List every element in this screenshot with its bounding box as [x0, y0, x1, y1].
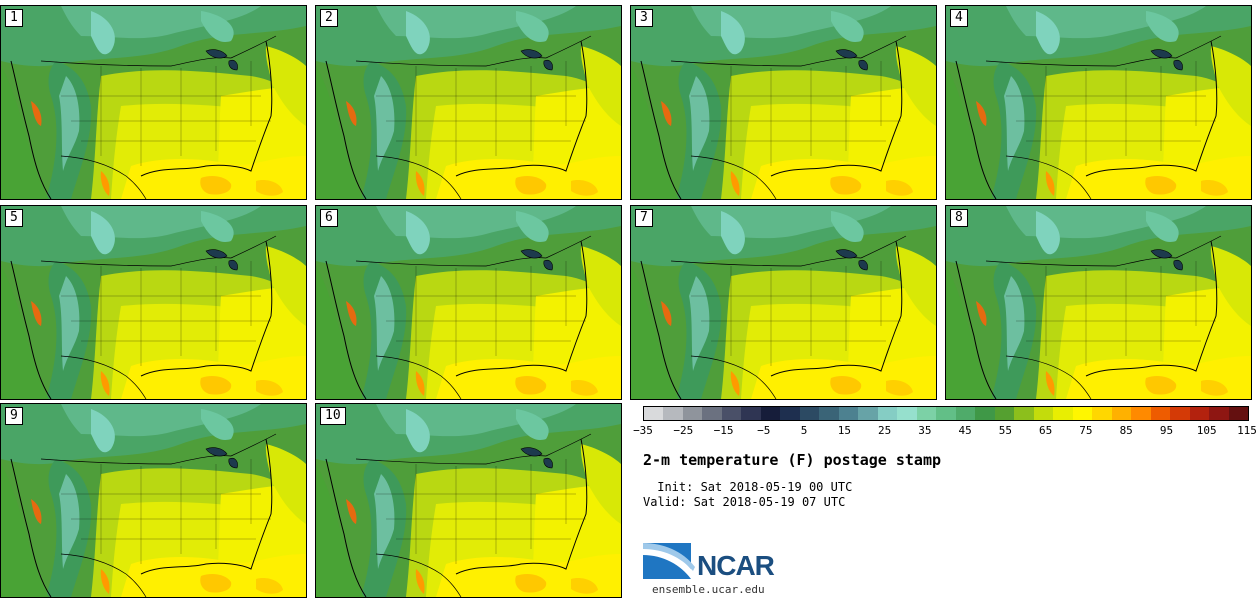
colorbar-swatch	[819, 407, 839, 420]
colorbar-swatch	[1072, 407, 1093, 420]
member-panel-9[interactable]: 9	[0, 403, 307, 598]
site-url[interactable]: ensemble.ucar.edu	[652, 583, 765, 596]
colorbar-tick-label: 55	[998, 424, 1013, 437]
colorbar-tick-label: −35	[633, 424, 653, 437]
colorbar-tick-label: 25	[877, 424, 892, 437]
member-panel-4[interactable]: 4	[945, 5, 1252, 200]
map-icon	[316, 404, 621, 597]
map-icon	[316, 6, 621, 199]
colorbar-swatch	[682, 407, 703, 420]
member-label: 9	[5, 407, 23, 425]
member-label: 4	[950, 9, 968, 27]
colorbar	[643, 406, 1249, 421]
colorbar-tick-label: 75	[1079, 424, 1093, 437]
colorbar-swatch	[1150, 407, 1171, 420]
colorbar-swatch	[741, 407, 761, 420]
member-label: 2	[320, 9, 338, 27]
colorbar-tick-label: 115	[1237, 424, 1257, 437]
colorbar-swatch	[916, 407, 937, 420]
init-time: Init: Sat 2018-05-19 00 UTC	[650, 480, 853, 494]
colorbar-tick-label: 95	[1159, 424, 1174, 437]
colorbar-swatch	[1111, 407, 1132, 420]
map-icon	[316, 206, 621, 399]
colorbar-swatch	[663, 407, 683, 420]
member-label: 8	[950, 209, 968, 227]
colorbar-swatch	[975, 407, 995, 420]
map-icon	[946, 206, 1251, 399]
member-label: 5	[5, 209, 23, 227]
colorbar-swatch	[838, 407, 859, 420]
map-icon	[631, 206, 936, 399]
member-label: 6	[320, 209, 338, 227]
colorbar-swatch	[936, 407, 956, 420]
ncar-logo-icon	[643, 543, 695, 579]
colorbar-swatch	[1209, 407, 1229, 420]
colorbar-swatch	[1014, 407, 1034, 420]
colorbar-swatch	[1228, 407, 1249, 420]
colorbar-swatch	[858, 407, 878, 420]
colorbar-swatch	[799, 407, 820, 420]
member-label: 3	[635, 9, 653, 27]
colorbar-swatch	[1053, 407, 1073, 420]
colorbar-swatch	[1189, 407, 1210, 420]
colorbar-ticks: −35 −25 −15 −5 5 15 25 35 45 55 65 75 85 95 105 115	[633, 424, 1257, 438]
colorbar-swatch	[702, 407, 722, 420]
colorbar-tick-label: 85	[1119, 424, 1133, 437]
colorbar-tick-label: −15	[713, 424, 734, 437]
map-icon	[1, 206, 306, 399]
member-panel-10[interactable]: 10	[315, 403, 622, 598]
colorbar-tick-label: 5	[800, 424, 808, 437]
colorbar-tick-label: 105	[1196, 424, 1217, 437]
colorbar-tick-label: −5	[757, 424, 771, 437]
member-panel-8[interactable]: 8	[945, 205, 1252, 400]
colorbar-tick-label: 65	[1039, 424, 1053, 437]
map-icon	[1, 404, 306, 597]
colorbar-swatch	[760, 407, 781, 420]
colorbar-tick-label: 35	[918, 424, 932, 437]
colorbar-swatch	[1131, 407, 1151, 420]
colorbar-swatch	[780, 407, 800, 420]
member-panel-6[interactable]: 6	[315, 205, 622, 400]
colorbar-tick-label: 15	[837, 424, 851, 437]
colorbar-swatch	[644, 407, 664, 420]
colorbar-swatch	[897, 407, 917, 420]
logo-text: NCAR	[697, 550, 775, 581]
figure-title: 2-m temperature (F) postage stamp	[643, 451, 942, 469]
member-label: 1	[5, 9, 23, 27]
valid-time: Valid: Sat 2018-05-19 07 UTC	[643, 495, 846, 509]
member-panel-1[interactable]: 1	[0, 5, 307, 200]
member-label: 10	[320, 407, 346, 425]
member-panel-7[interactable]: 7	[630, 205, 937, 400]
colorbar-tick-label: 45	[958, 424, 972, 437]
colorbar-swatch	[994, 407, 1015, 420]
colorbar-swatch	[1170, 407, 1190, 420]
member-panel-2[interactable]: 2	[315, 5, 622, 200]
map-icon	[1, 6, 306, 199]
map-icon	[946, 6, 1251, 199]
colorbar-tick-label: −25	[673, 424, 694, 437]
colorbar-swatch	[877, 407, 898, 420]
map-icon	[631, 6, 936, 199]
member-panel-5[interactable]: 5	[0, 205, 307, 400]
colorbar-swatch	[955, 407, 976, 420]
colorbar-swatch	[1092, 407, 1112, 420]
colorbar-swatch	[721, 407, 742, 420]
colorbar-swatch	[1033, 407, 1054, 420]
member-panel-3[interactable]: 3	[630, 5, 937, 200]
member-label: 7	[635, 209, 653, 227]
